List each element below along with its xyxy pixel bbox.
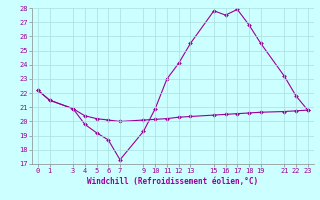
X-axis label: Windchill (Refroidissement éolien,°C): Windchill (Refroidissement éolien,°C) — [87, 177, 258, 186]
